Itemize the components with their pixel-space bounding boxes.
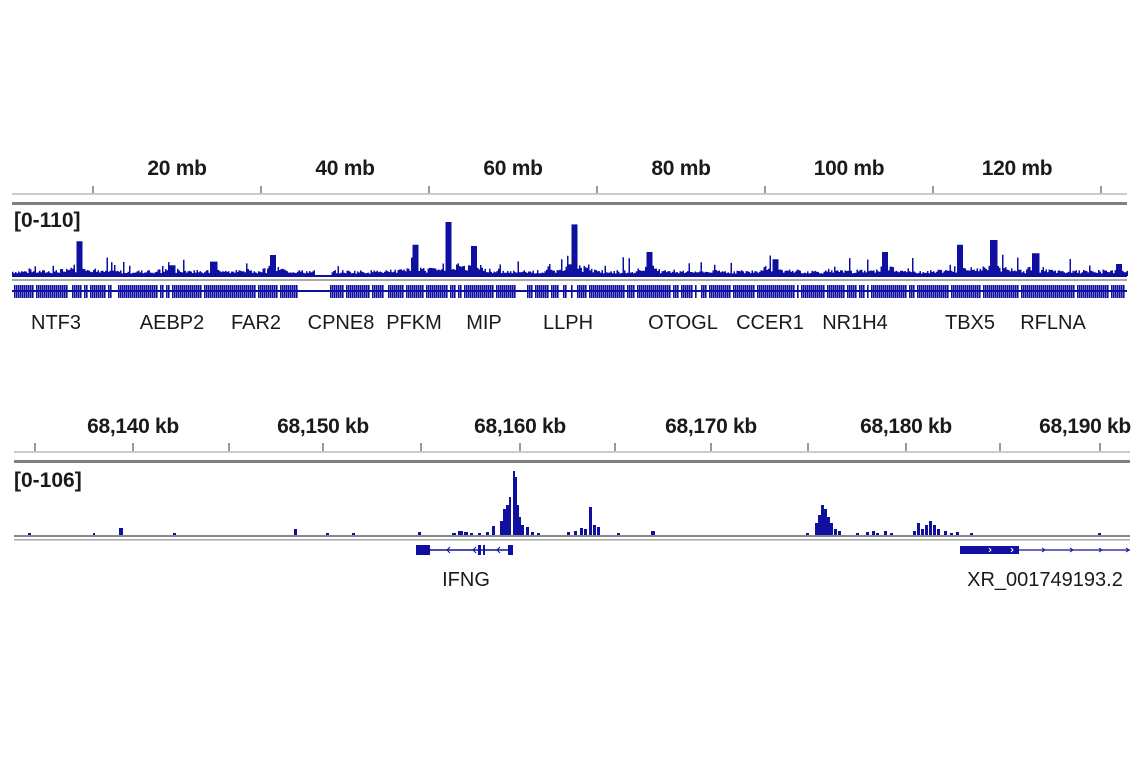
ifng-exon [416,545,430,555]
gene-label-otogl[interactable]: OTOGL [648,312,718,334]
track-1-bottom-border [12,279,1127,281]
strand-arrow-icon [1041,547,1046,553]
gene-label-mip[interactable]: MIP [466,312,502,334]
strand-arrow-icon [1010,547,1014,553]
gene-label-nr1h4[interactable]: NR1H4 [822,312,888,334]
track-2-bottom-border [14,539,1130,541]
gene-label-tbx5[interactable]: TBX5 [944,312,996,334]
ruler-1-tick-label: 20 mb [147,157,207,180]
gene-label-far2[interactable]: FAR2 [230,312,282,334]
gene-label-rflna[interactable]: RFLNA [1020,312,1086,334]
gene-label-xr-001749193[interactable]: XR_001749193.2 [967,569,1123,591]
ruler-2-tick-label: 68,160 kb [474,415,566,438]
track-2-data-range: [0-106] [14,469,82,492]
xr-exon [960,546,1019,554]
gene-track-1-line [12,290,1127,292]
ifng-exon [478,545,481,555]
gene-label-cpne8[interactable]: CPNE8 [307,312,375,334]
gene-label-ccer1[interactable]: CCER1 [736,312,804,334]
ruler-1-tick-label: 40 mb [315,157,375,180]
strand-arrow-icon [472,546,477,554]
gene-label-llph[interactable]: LLPH [542,312,594,334]
strand-arrow-icon [1098,547,1103,553]
track-2-top-border [14,460,1130,463]
ruler-1-tick-label: 120 mb [981,157,1053,180]
ruler-1-tick-label: 100 mb [813,157,885,180]
strand-arrow-icon [446,546,451,554]
gene-label-ntf3[interactable]: NTF3 [31,312,81,334]
strand-arrow-icon [496,546,501,554]
ruler-2-tick-label: 68,140 kb [87,415,179,438]
strand-arrow-icon [988,547,992,553]
track-2-signal [28,471,1101,535]
ruler-2-tick-label: 68,190 kb [1039,415,1131,438]
ifng-exon [508,545,513,555]
ifng-exon [483,545,485,555]
track-1-data-range: [0-110] [14,209,81,232]
track-1-top-border [12,202,1127,205]
strand-arrow-icon [1125,547,1130,553]
track-1-baseline [12,275,1127,277]
gene-label-pfkm[interactable]: PFKM [386,312,442,334]
ruler-1-tick-label: 80 mb [651,157,711,180]
ruler-2-tick-label: 68,180 kb [860,415,952,438]
ruler-2-tick-label: 68,150 kb [277,415,369,438]
strand-arrow-icon [1069,547,1074,553]
track-2-baseline [14,535,1130,537]
ruler-2-tick-label: 68,170 kb [665,415,757,438]
gene-label-aebp2[interactable]: AEBP2 [139,312,205,334]
gene-label-ifng[interactable]: IFNG [442,569,490,591]
ruler-1-tick-label: 60 mb [483,157,543,180]
track-1-signal [12,222,1128,276]
